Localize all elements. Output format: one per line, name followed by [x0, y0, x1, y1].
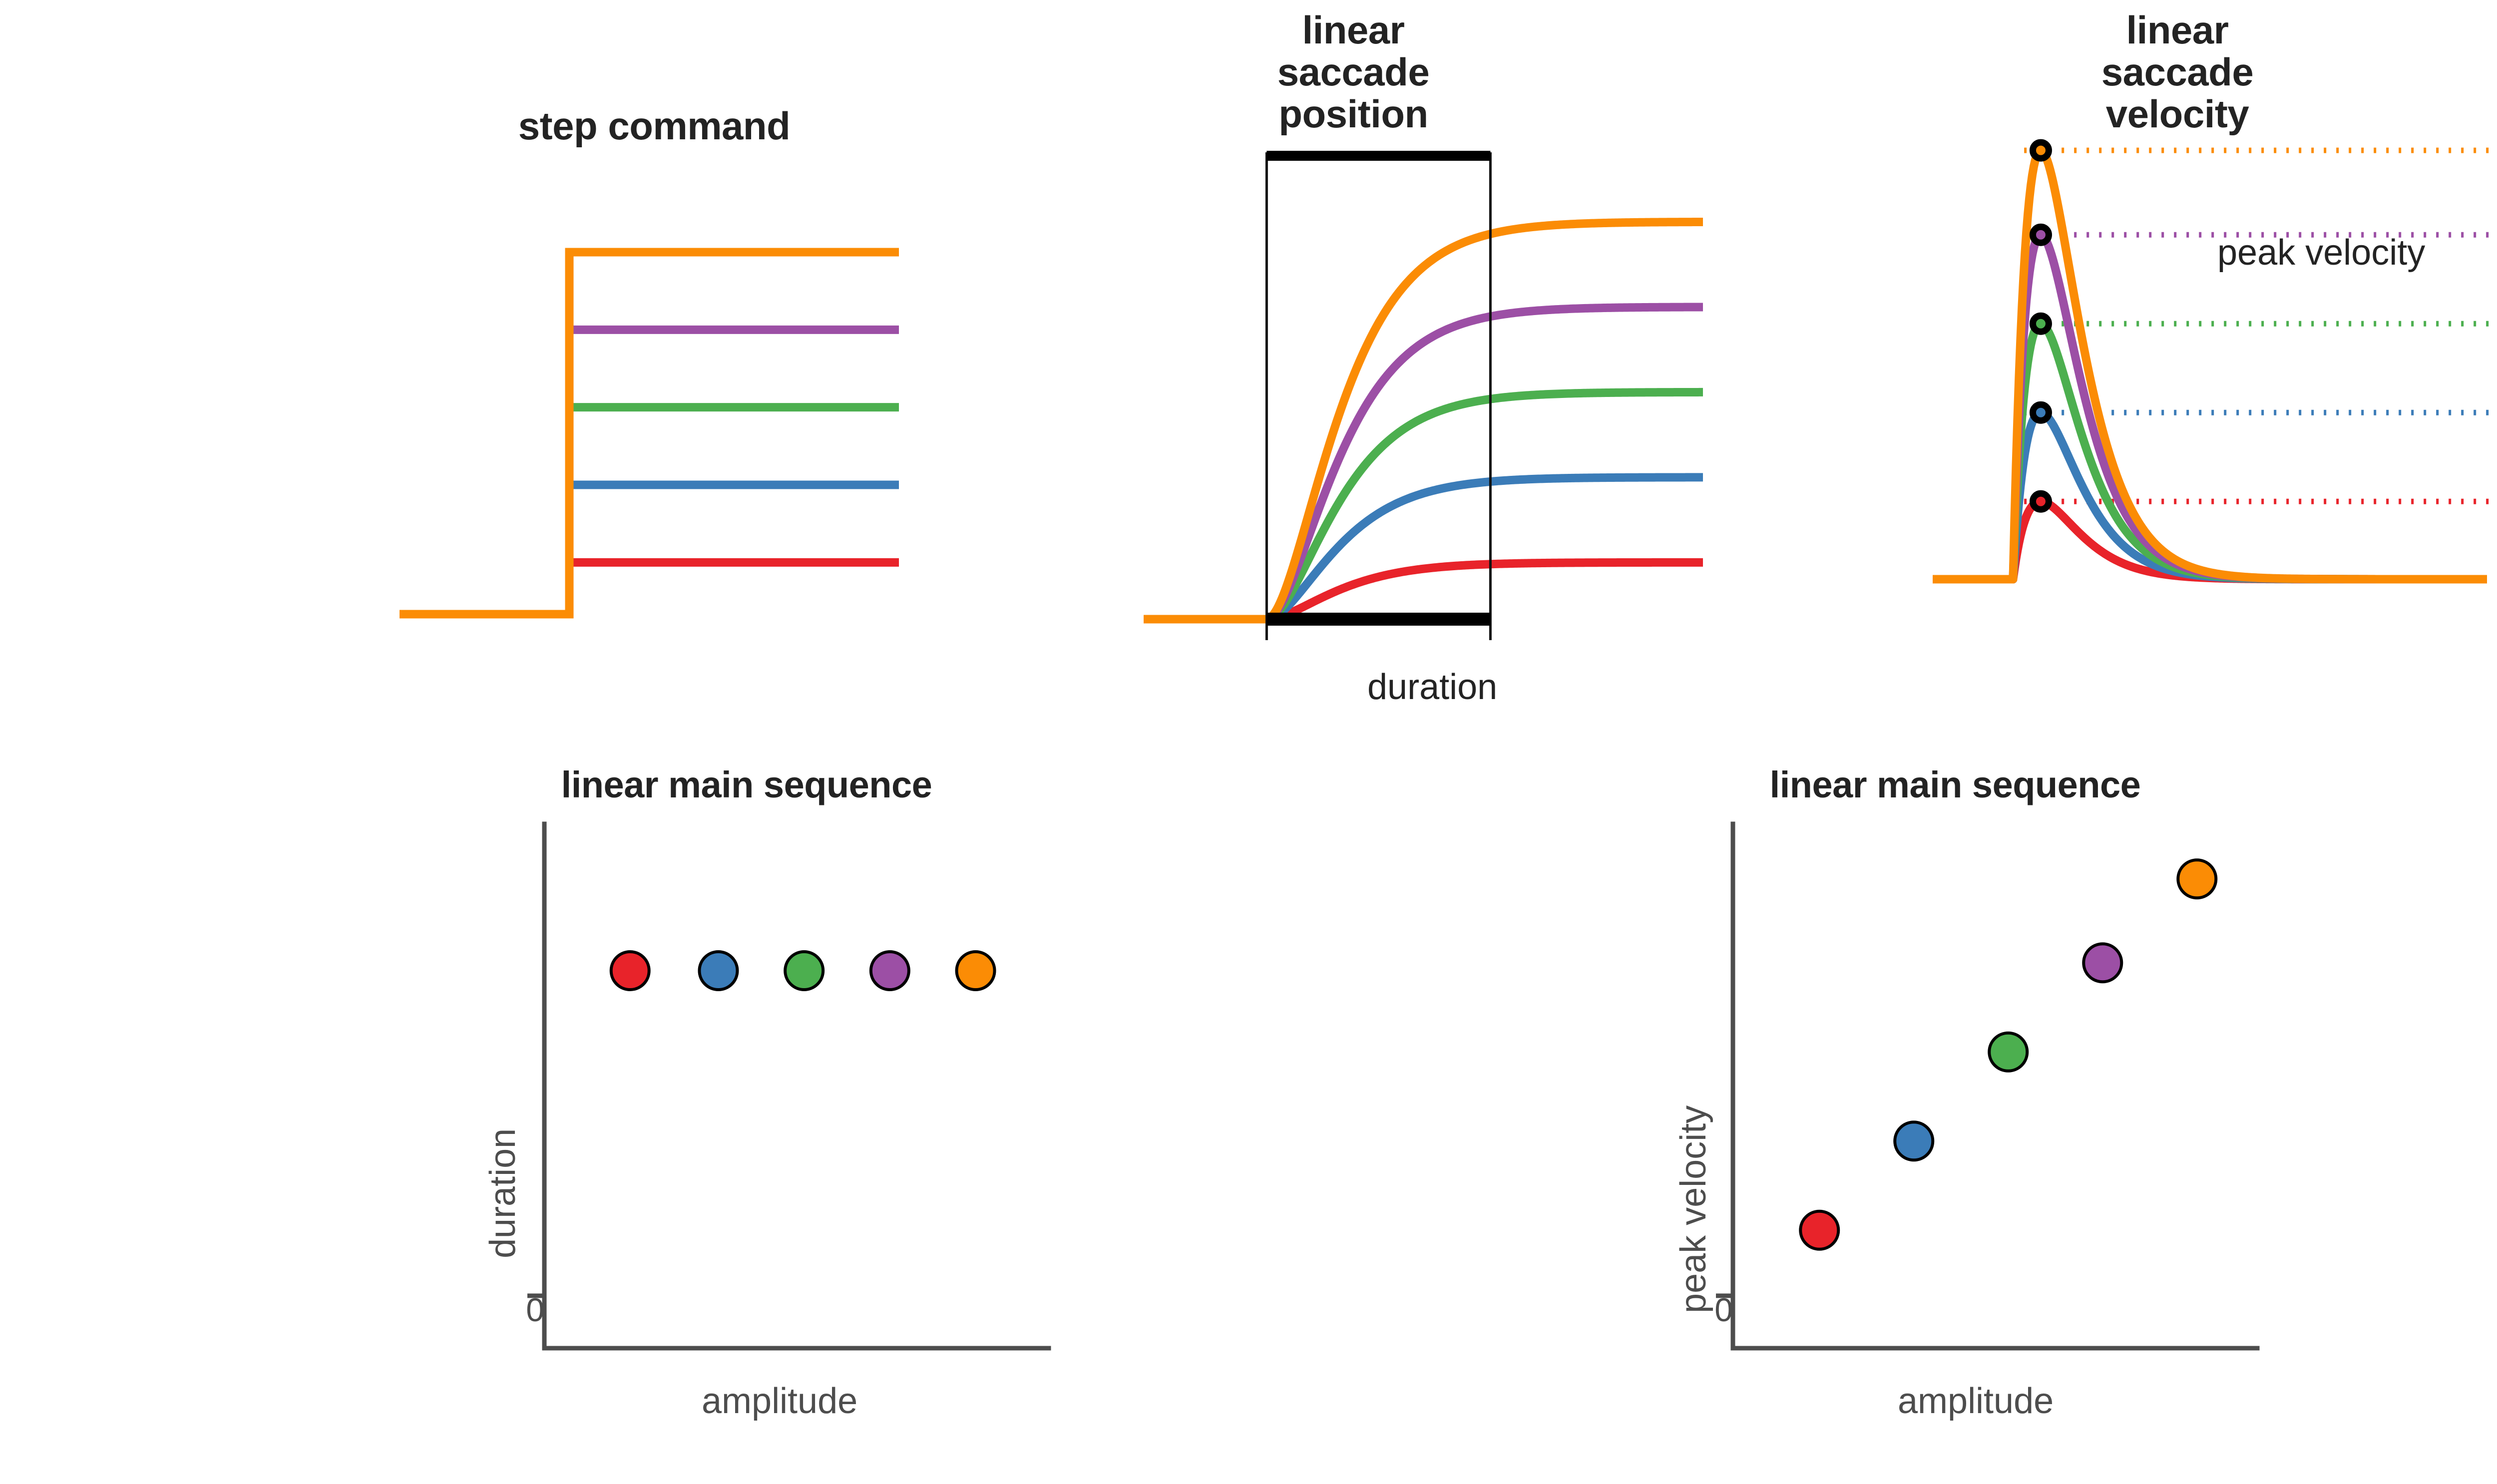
scatter-point-amplitude-1: [609, 950, 651, 991]
position-trace-amplitude-4: [1144, 303, 1706, 624]
saccade-position-title: linear saccade position: [1277, 8, 1430, 136]
panel-main-sequence-duration: linear main sequence 0 duration amplitud…: [449, 759, 1109, 1428]
panel-step-command: step command: [390, 75, 919, 649]
duration-zero-tick: 0: [526, 1291, 544, 1328]
scatter-point-amplitude-2: [1893, 1120, 1935, 1162]
step-trace-amplitude-5: [400, 248, 899, 619]
position-trace-amplitude-5: [1144, 217, 1706, 624]
velocity-y-axis-label: peak velocity: [1673, 1105, 1713, 1313]
main-sequence-velocity-title: linear main sequence: [1769, 764, 2141, 805]
peak-velocity-annotation: peak velocity: [2217, 233, 2426, 273]
velocity-zero-tick: 0: [1714, 1291, 1733, 1328]
step-trace-amplitude-2: [400, 480, 899, 619]
position-trace-amplitude-3: [1144, 387, 1706, 624]
scatter-point-amplitude-3: [784, 950, 825, 991]
duration-y-axis-label: duration: [483, 1128, 523, 1258]
scatter-point-amplitude-2: [698, 950, 739, 991]
position-trace-amplitude-1: [1144, 558, 1706, 624]
scatter-point-amplitude-5: [2176, 858, 2218, 900]
step-command-plot: [400, 248, 899, 619]
scatter-point-amplitude-5: [955, 950, 996, 991]
scatter-point-amplitude-1: [1799, 1209, 1840, 1251]
panel-main-sequence-velocity: linear main sequence 0 peak velocity amp…: [1598, 759, 2307, 1428]
velocity-x-axis-label: amplitude: [1898, 1381, 2054, 1421]
saccade-velocity-title: linear saccade velocity: [2101, 8, 2254, 136]
step-command-title: step command: [518, 104, 791, 148]
scatter-point-amplitude-4: [869, 950, 910, 991]
position-trace-amplitude-2: [1144, 473, 1706, 624]
velocity-trace-amplitude-5: [1933, 146, 2490, 584]
saccade-position-plot: [1144, 151, 1706, 640]
step-trace-amplitude-3: [400, 403, 899, 619]
main-sequence-duration-title: linear main sequence: [561, 764, 932, 805]
duration-label: duration: [1367, 667, 1498, 707]
peak-velocity-marker-amplitude-5: [2029, 139, 2052, 162]
peak-velocity-marker-amplitude-4: [2029, 223, 2052, 246]
main-sequence-duration-plot: [527, 821, 1051, 1351]
panel-saccade-position: linear saccade position duration: [1139, 0, 1738, 749]
duration-x-axis-label: amplitude: [702, 1381, 858, 1421]
peak-velocity-marker-amplitude-1: [2029, 490, 2052, 513]
peak-velocity-marker-amplitude-2: [2029, 401, 2052, 424]
panel-saccade-velocity: linear saccade velocity peak velocity: [1928, 0, 2497, 724]
scatter-point-amplitude-4: [2082, 942, 2123, 984]
saccade-velocity-plot: [1933, 139, 2497, 584]
step-trace-amplitude-1: [400, 558, 899, 619]
main-sequence-velocity-plot: [1716, 821, 2260, 1351]
peak-velocity-marker-amplitude-3: [2029, 312, 2052, 335]
step-trace-amplitude-4: [400, 325, 899, 619]
scatter-point-amplitude-3: [1988, 1031, 2029, 1073]
